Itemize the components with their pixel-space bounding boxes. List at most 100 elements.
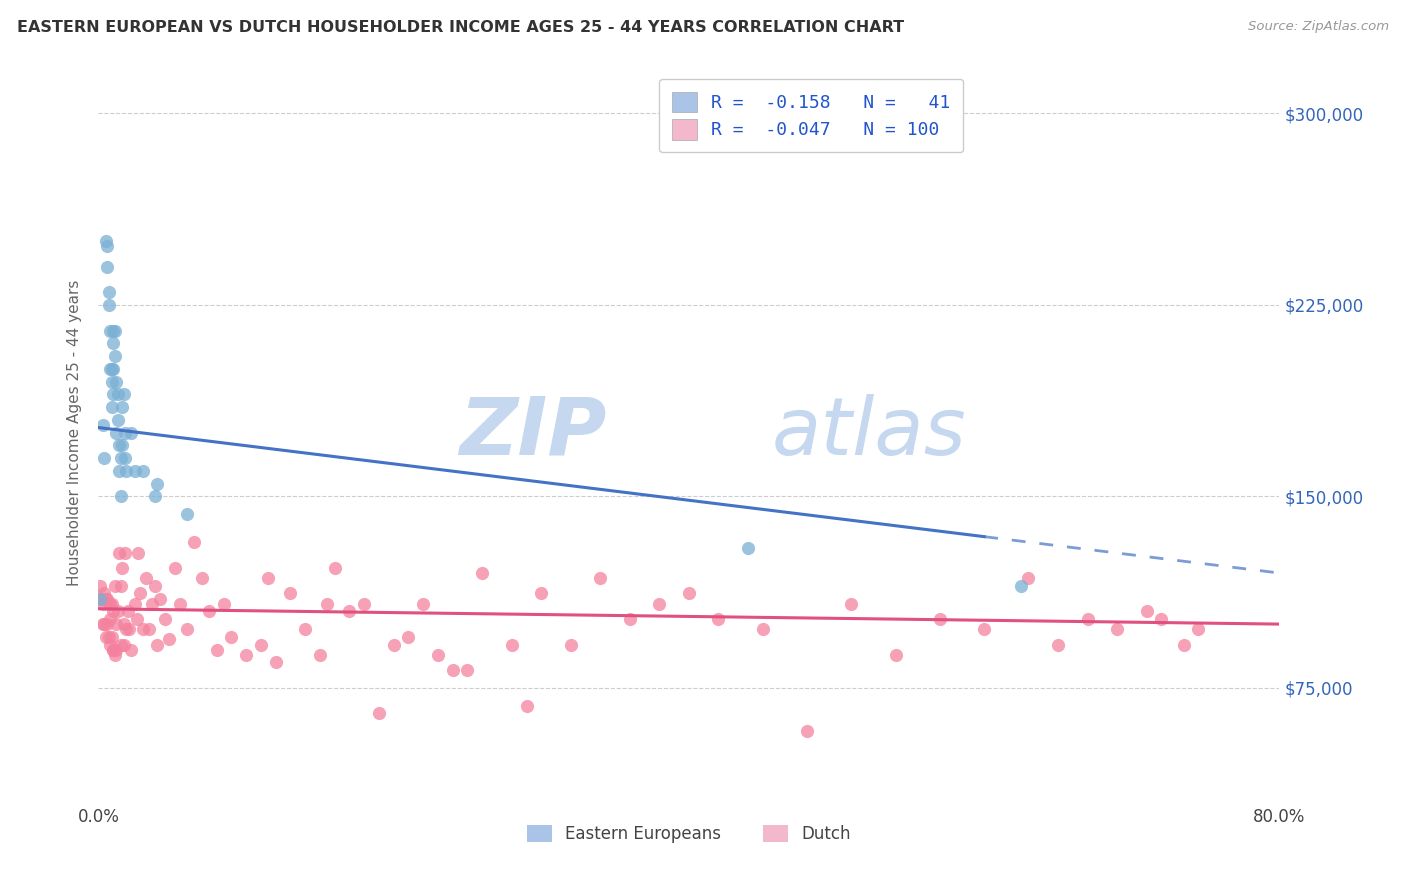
Point [1136,604,1159,618]
Point [250,638,273,652]
Point [115,622,138,636]
Point [124,597,146,611]
Point [98,361,121,376]
Point [323,561,346,575]
Point [94,630,117,644]
Point [110,638,132,652]
Point [94,234,117,248]
Point [103,642,125,657]
Point [100,630,122,644]
Point [104,579,127,593]
Point [111,561,134,575]
Point [1107,622,1129,636]
Point [143,490,166,504]
Point [107,413,129,427]
Point [457,663,479,677]
Point [97,630,120,644]
Point [294,622,316,636]
Point [141,597,163,611]
Point [97,285,120,300]
Text: ZIP: ZIP [458,393,606,472]
Point [104,349,127,363]
Point [112,387,135,401]
Point [191,571,214,585]
Point [105,375,128,389]
Point [884,648,907,662]
Point [501,638,523,652]
Point [1150,612,1173,626]
Point [104,324,127,338]
Point [98,638,121,652]
Point [91,417,114,432]
Point [103,604,125,618]
Point [353,597,375,611]
Point [752,622,775,636]
Point [111,400,134,414]
Point [124,464,146,478]
Point [125,612,148,626]
Point [516,698,538,713]
Point [100,400,122,414]
Y-axis label: Householder Income Ages 25 - 44 years: Householder Income Ages 25 - 44 years [67,279,83,586]
Point [929,612,952,626]
Point [1173,638,1195,652]
Point [205,642,228,657]
Point [112,617,135,632]
Point [103,324,125,338]
Point [110,490,132,504]
Point [120,425,142,440]
Point [157,632,180,647]
Point [93,586,115,600]
Point [112,638,135,652]
Point [114,425,136,440]
Point [841,597,863,611]
Point [153,612,176,626]
Point [98,597,121,611]
Point [146,476,169,491]
Point [176,508,198,522]
Point [103,361,125,376]
Point [100,597,122,611]
Point [146,638,169,652]
Point [105,642,128,657]
Point [264,656,287,670]
Point [619,612,641,626]
Point [1187,622,1209,636]
Point [90,591,112,606]
Point [108,464,131,478]
Point [103,387,125,401]
Point [471,566,494,580]
Point [97,597,120,611]
Point [96,617,118,632]
Point [1046,638,1070,652]
Point [100,361,122,376]
Point [132,464,155,478]
Point [1010,579,1032,593]
Point [115,464,138,478]
Point [398,630,420,644]
Point [589,571,612,585]
Text: atlas: atlas [772,393,966,472]
Point [368,706,391,721]
Point [280,586,302,600]
Point [648,597,671,611]
Point [176,622,198,636]
Point [382,638,405,652]
Point [105,617,128,632]
Point [110,579,132,593]
Text: EASTERN EUROPEAN VS DUTCH HOUSEHOLDER INCOME AGES 25 - 44 YEARS CORRELATION CHAR: EASTERN EUROPEAN VS DUTCH HOUSEHOLDER IN… [17,20,904,35]
Point [221,630,243,644]
Point [108,438,131,452]
Point [257,571,280,585]
Point [93,617,115,632]
Point [149,591,172,606]
Point [117,604,139,618]
Point [132,622,155,636]
Point [104,648,127,662]
Point [412,597,434,611]
Point [89,579,111,593]
Point [110,451,132,466]
Point [114,451,136,466]
Text: Source: ZipAtlas.com: Source: ZipAtlas.com [1249,20,1389,33]
Point [127,546,149,560]
